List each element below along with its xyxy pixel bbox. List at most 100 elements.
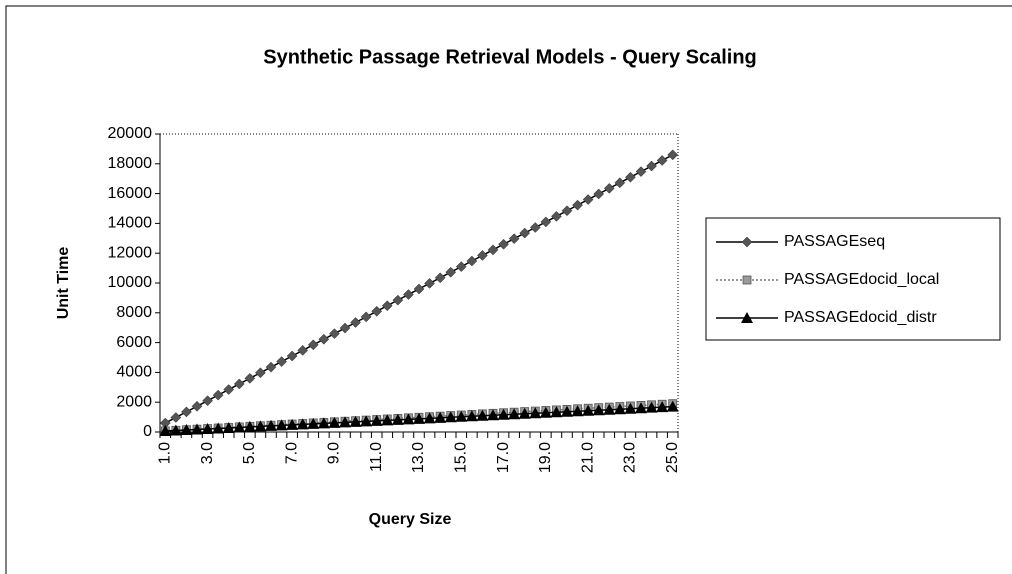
data-point	[561, 205, 573, 217]
y-tick-label: 14000	[108, 215, 153, 232]
data-point	[455, 261, 467, 272]
data-point	[212, 422, 225, 434]
x-tick-label: 23.0	[622, 442, 639, 473]
x-tick-label: 11.0	[368, 442, 385, 472]
data-point	[466, 255, 478, 267]
data-point	[191, 400, 203, 412]
data-point	[423, 412, 436, 424]
y-tick-label: 18000	[108, 155, 153, 172]
data-point	[476, 409, 489, 421]
data-point	[497, 408, 510, 420]
data-point	[413, 412, 425, 424]
data-point	[540, 216, 552, 228]
legend-marker	[742, 275, 752, 285]
data-point	[265, 361, 277, 373]
data-point	[265, 419, 277, 431]
data-point	[434, 272, 446, 284]
x-tick-label: 3.0	[199, 442, 216, 464]
data-point	[487, 409, 499, 421]
data-point	[455, 410, 468, 422]
y-tick-label: 16000	[108, 185, 153, 202]
data-point	[201, 422, 214, 434]
data-point	[624, 402, 637, 414]
data-point	[572, 199, 583, 211]
data-point	[477, 250, 488, 261]
data-point	[445, 266, 457, 278]
data-point	[519, 227, 531, 239]
data-point	[371, 305, 383, 317]
data-point	[349, 415, 362, 427]
x-tick-label: 19.0	[537, 442, 554, 473]
data-point	[243, 420, 256, 432]
legend	[705, 217, 1001, 341]
data-point	[646, 160, 657, 172]
x-tick-label: 5.0	[241, 442, 258, 464]
data-point	[339, 322, 351, 334]
y-tick-label: 0	[143, 423, 152, 440]
data-point	[593, 188, 605, 200]
data-point	[603, 183, 615, 194]
data-point	[613, 403, 626, 415]
data-point	[170, 412, 182, 423]
data-point	[656, 155, 668, 166]
data-point	[297, 345, 309, 356]
data-point	[434, 411, 447, 423]
x-tick-label: 15.0	[453, 442, 470, 473]
data-point	[233, 378, 245, 390]
data-point	[487, 244, 499, 256]
data-point	[350, 317, 361, 328]
data-point	[561, 405, 573, 417]
y-tick-label: 4000	[116, 364, 152, 381]
data-point	[381, 414, 394, 426]
x-tick-label: 13.0	[410, 442, 427, 473]
data-point	[181, 406, 192, 418]
data-point	[318, 333, 330, 345]
data-point	[191, 423, 203, 435]
data-point	[518, 407, 531, 419]
data-point	[223, 384, 235, 395]
data-point	[360, 311, 372, 323]
data-point	[180, 423, 193, 435]
y-tick-label: 2000	[116, 393, 152, 410]
data-point	[424, 278, 435, 289]
chart-title: Synthetic Passage Retrieval Models - Que…	[263, 46, 757, 68]
data-point	[275, 419, 288, 431]
x-axis-label: Query Size	[369, 511, 452, 528]
y-tick-label: 20000	[108, 125, 153, 142]
data-point	[339, 416, 351, 428]
data-point	[286, 350, 298, 362]
data-point	[508, 408, 521, 420]
data-point	[276, 356, 287, 367]
legend-marker	[741, 312, 753, 323]
data-point	[413, 283, 425, 295]
data-point	[656, 401, 669, 413]
data-point	[296, 418, 309, 430]
data-point	[529, 407, 542, 419]
data-point	[392, 294, 404, 306]
data-point	[529, 222, 541, 233]
data-point	[582, 404, 595, 416]
data-point	[159, 424, 172, 436]
frame	[5, 5, 1012, 574]
data-point	[244, 373, 256, 384]
x-tick-label: 9.0	[326, 442, 343, 464]
y-tick-label: 6000	[116, 334, 152, 351]
data-point	[329, 328, 340, 340]
legend-label: PASSAGEdocid_distr	[784, 309, 937, 326]
data-point	[614, 177, 626, 189]
data-point	[592, 404, 605, 416]
data-point	[444, 411, 457, 423]
y-tick-label: 12000	[108, 244, 153, 261]
x-tick-label: 21.0	[579, 442, 596, 473]
data-point	[465, 410, 478, 422]
data-point	[255, 367, 266, 379]
data-point	[317, 417, 330, 429]
legend-marker	[741, 236, 753, 248]
data-point	[625, 171, 636, 183]
data-point	[635, 166, 647, 177]
data-point	[286, 418, 299, 430]
data-point	[222, 421, 235, 433]
data-point	[212, 389, 224, 401]
data-point	[667, 149, 679, 161]
